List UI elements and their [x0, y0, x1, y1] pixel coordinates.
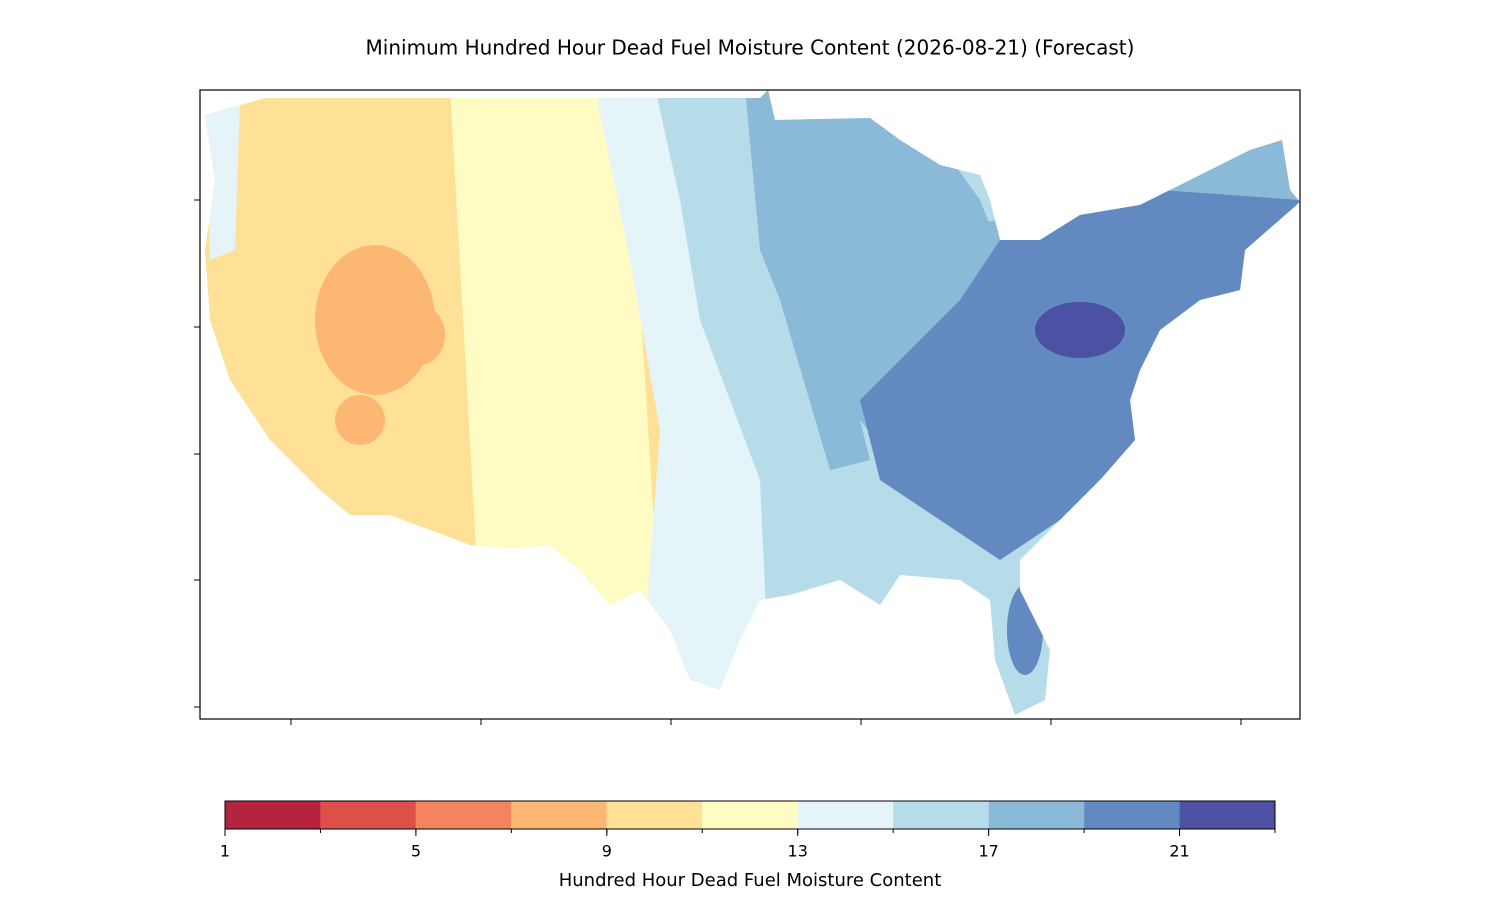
- region: [450, 90, 660, 620]
- region: [1035, 302, 1125, 358]
- colorbar-bin: [702, 801, 798, 829]
- colorbar-tick-label: 21: [1169, 842, 1189, 861]
- colorbar-bin: [320, 801, 416, 829]
- region: [655, 90, 800, 700]
- region: [240, 100, 320, 180]
- colorbar-tick-label: 1: [220, 842, 230, 861]
- region: [205, 100, 240, 260]
- colorbar-bin: [988, 801, 1085, 829]
- colorbar-bin: [606, 801, 703, 829]
- region: [595, 90, 780, 700]
- colorbar-bin: [797, 801, 894, 829]
- colorbar-bin: [893, 801, 989, 829]
- colorbar-tick-label: 13: [788, 842, 808, 861]
- colorbar-bin: [1179, 801, 1275, 829]
- map-frame: [199, 89, 1301, 720]
- colorbar-bin: [225, 801, 321, 829]
- region: [335, 395, 385, 445]
- region: [1007, 585, 1043, 675]
- colorbar-bin: [1084, 801, 1180, 829]
- map-fill: [205, 90, 1300, 715]
- colorbar-label: Hundred Hour Dead Fuel Moisture Content: [559, 870, 942, 891]
- colorbar-bin: [511, 801, 607, 829]
- colorbar-tick-label: 9: [602, 842, 612, 861]
- axis-ticks: [194, 199, 1242, 725]
- colorbar-tick-label: 17: [978, 842, 998, 861]
- map-title: Minimum Hundred Hour Dead Fuel Moisture …: [366, 36, 1135, 60]
- colorbar-frame: [224, 800, 1276, 830]
- region: [395, 305, 445, 365]
- colorbar-bin: [415, 801, 512, 829]
- colorbar-tick-label: 5: [411, 842, 421, 861]
